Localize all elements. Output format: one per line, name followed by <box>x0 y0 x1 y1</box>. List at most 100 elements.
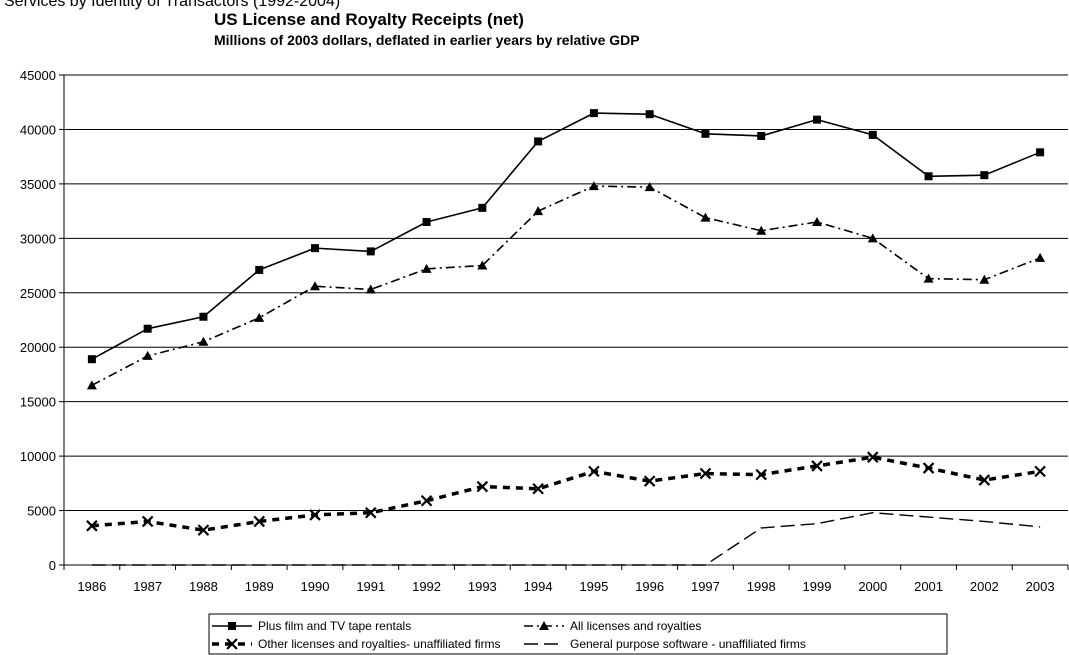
y-tick-label: 0 <box>49 558 56 573</box>
x-marker-stroke <box>420 494 433 507</box>
data-point-2 <box>533 206 544 216</box>
x-tick-label: 1999 <box>803 579 832 594</box>
data-point-3 <box>755 468 768 481</box>
x-tick-label: 1996 <box>635 579 664 594</box>
legend-item: General purpose software - unaffiliated … <box>524 637 806 651</box>
data-point-3 <box>364 506 377 519</box>
data-point-1 <box>813 115 821 124</box>
data-point-2 <box>198 336 209 346</box>
page-caption: Services by Identity of Transactors (199… <box>4 0 340 10</box>
data-point-3 <box>588 465 600 478</box>
x-tick-label: 1994 <box>524 579 553 594</box>
data-point-2 <box>979 274 990 284</box>
data-point-1 <box>701 129 710 138</box>
x-marker-stroke <box>588 465 600 478</box>
y-tick-label: 10000 <box>20 449 56 464</box>
y-axis-ticks: 0 5000 10000 15000 20000 25000 30000 35000 40000… <box>20 68 64 573</box>
data-point-3 <box>253 515 266 528</box>
data-point-3 <box>811 460 823 472</box>
y-tick-label: 40000 <box>20 122 56 137</box>
series-line-2 <box>91 185 1041 387</box>
y-tick-label: 5000 <box>27 504 56 519</box>
x-tick-label: 1990 <box>301 579 330 594</box>
data-point-3 <box>1034 465 1046 478</box>
x-marker-stroke <box>253 515 266 528</box>
legend-swatch-marker <box>226 638 238 650</box>
x-tick-label: 1987 <box>133 579 162 594</box>
x-tick-label: 1992 <box>412 579 441 594</box>
x-marker-stroke <box>309 509 321 521</box>
data-point-2 <box>365 284 376 294</box>
chart-subtitle: Millions of 2003 dollars, deflated in ea… <box>214 32 640 48</box>
y-tick-label: 15000 <box>20 395 56 410</box>
data-point-3 <box>866 451 879 463</box>
x-marker-stroke <box>1034 465 1046 478</box>
data-point-2 <box>1035 252 1046 262</box>
x-marker-stroke <box>978 474 991 486</box>
x-tick-label: 1988 <box>189 579 218 594</box>
x-marker-stroke <box>643 475 656 487</box>
data-point-3 <box>643 475 656 487</box>
x-tick-label: 2002 <box>970 579 999 594</box>
data-point-3 <box>141 515 154 528</box>
x-tick-label: 1986 <box>77 579 106 594</box>
x-tick-label: 1997 <box>691 579 720 594</box>
data-point-3 <box>978 474 991 486</box>
data-point-2 <box>700 212 711 222</box>
y-tick-label: 45000 <box>20 68 56 83</box>
x-tick-label: 2000 <box>858 579 887 594</box>
data-point-3 <box>86 520 98 532</box>
data-point-3 <box>922 462 935 474</box>
data-point-1 <box>868 130 877 139</box>
legend-label: All licenses and royalties <box>570 619 701 633</box>
data-point-2 <box>812 217 822 226</box>
data-point-1 <box>199 312 208 321</box>
legend-label: Plus film and TV tape rentals <box>258 619 411 633</box>
data-point-1 <box>924 172 933 181</box>
data-point-3 <box>309 509 321 521</box>
data-point-1 <box>1036 148 1045 157</box>
x-tick-label: 1993 <box>468 579 497 594</box>
series-line-1 <box>91 112 1041 360</box>
legend-item: All licenses and royalties <box>524 619 701 633</box>
legend-swatch-marker <box>228 622 236 630</box>
y-tick-label: 35000 <box>20 177 56 192</box>
data-point-1 <box>143 324 152 333</box>
series-lines <box>91 112 1041 566</box>
series-line-3 <box>91 455 1041 532</box>
data-point-1 <box>366 247 375 256</box>
x-tick-label: 2003 <box>1026 579 1055 594</box>
y-tick-label: 20000 <box>20 340 56 355</box>
legend-label: Other licenses and royalties- unaffiliat… <box>258 637 501 651</box>
data-point-2 <box>477 260 488 270</box>
data-point-2 <box>756 225 767 235</box>
data-point-1 <box>534 137 543 146</box>
x-tick-label: 1998 <box>747 579 776 594</box>
data-point-2 <box>867 233 878 243</box>
data-point-2 <box>254 312 265 322</box>
legend-label: General purpose software - unaffiliated … <box>570 637 806 651</box>
data-point-1 <box>478 203 487 212</box>
plot-background <box>64 75 1068 565</box>
data-point-2 <box>588 181 599 191</box>
x-tick-label: 1991 <box>356 579 385 594</box>
data-point-2 <box>86 380 97 390</box>
x-marker-stroke <box>755 468 768 481</box>
data-point-3 <box>532 482 544 495</box>
data-point-2 <box>644 182 655 192</box>
x-marker-stroke <box>699 467 712 480</box>
data-point-2 <box>142 350 153 360</box>
series-line-4 <box>91 512 1041 566</box>
legend-box <box>208 613 948 655</box>
x-marker-stroke <box>141 515 154 528</box>
x-tick-label: 2001 <box>914 579 943 594</box>
x-marker-stroke <box>226 638 238 650</box>
x-marker-stroke <box>197 524 210 536</box>
x-marker-stroke <box>532 482 544 495</box>
chart-title: US License and Royalty Receipts (net) <box>214 10 524 29</box>
x-marker-stroke <box>364 506 377 519</box>
x-marker-stroke <box>476 480 489 493</box>
data-point-2 <box>923 273 934 283</box>
legend-item: Other licenses and royalties- unaffiliat… <box>212 637 501 651</box>
data-point-1 <box>980 171 989 180</box>
